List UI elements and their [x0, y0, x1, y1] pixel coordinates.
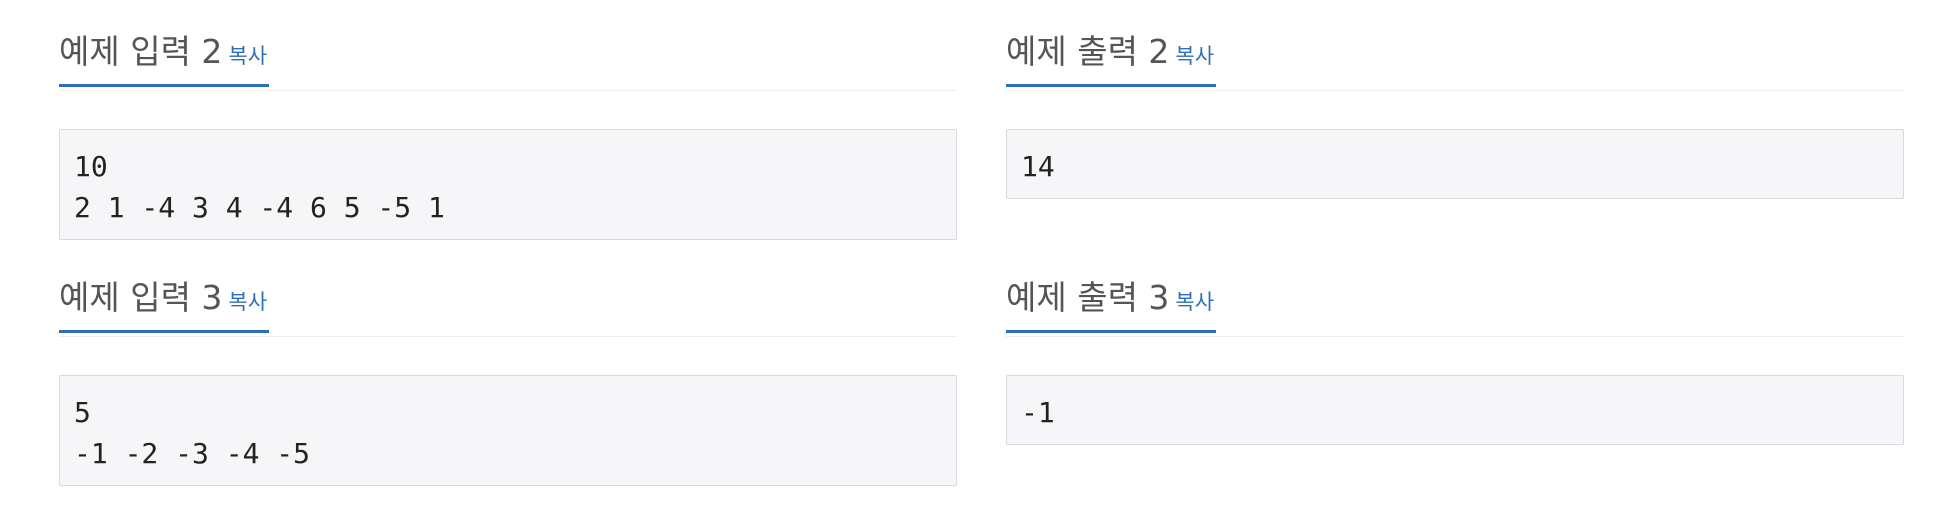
sample-input-3-heading: 예제 입력 3 복사 [59, 278, 270, 333]
sample-output-3-header: 예제 출력 3 복사 [1006, 246, 1904, 337]
sample-output-2-content: 14 [1006, 129, 1904, 199]
sample-output-2-title: 예제 출력 2 [1006, 32, 1170, 71]
sample-input-2-title: 예제 입력 2 [59, 32, 223, 71]
copy-output-3-button[interactable]: 복사 [1175, 290, 1215, 314]
copy-output-2-button[interactable]: 복사 [1175, 44, 1215, 68]
sample-input-3-content: 5 -1 -2 -3 -4 -5 [59, 375, 957, 486]
sample-input-2-heading: 예제 입력 2 복사 [59, 32, 270, 87]
sample-output-3-content: -1 [1006, 375, 1904, 445]
sample-output-3-section: 예제 출력 3 복사 -1 [1006, 246, 1904, 445]
sample-input-2-section: 예제 입력 2 복사 10 2 1 -4 3 4 -4 6 5 -5 1 [59, 0, 957, 240]
copy-input-3-button[interactable]: 복사 [228, 290, 268, 314]
sample-output-2-header: 예제 출력 2 복사 [1006, 0, 1904, 91]
sample-output-3-heading: 예제 출력 3 복사 [1006, 278, 1217, 333]
sample-input-3-section: 예제 입력 3 복사 5 -1 -2 -3 -4 -5 [59, 246, 957, 486]
sample-output-2-section: 예제 출력 2 복사 14 [1006, 0, 1904, 199]
sample-output-2-heading: 예제 출력 2 복사 [1006, 32, 1217, 87]
sample-input-2-header: 예제 입력 2 복사 [59, 0, 957, 91]
sample-output-3-title: 예제 출력 3 [1006, 278, 1170, 317]
sample-input-2-content: 10 2 1 -4 3 4 -4 6 5 -5 1 [59, 129, 957, 240]
copy-input-2-button[interactable]: 복사 [228, 44, 268, 68]
sample-input-3-title: 예제 입력 3 [59, 278, 223, 317]
sample-input-3-header: 예제 입력 3 복사 [59, 246, 957, 337]
